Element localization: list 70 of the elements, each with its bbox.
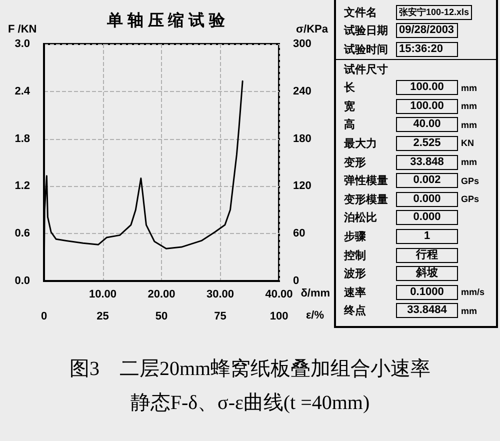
category-label: 控制 bbox=[344, 248, 367, 263]
y-tick-label: 0.0 bbox=[14, 275, 30, 287]
x-tick-label: 40.00 bbox=[265, 288, 293, 300]
x-tick-label: 30.00 bbox=[206, 288, 234, 300]
category-label: 步骤 bbox=[344, 230, 367, 244]
category-label: mm bbox=[461, 82, 478, 93]
category-label: mm bbox=[461, 157, 478, 168]
caption: 图3 二层20mm蜂窝纸板叠加组合小速率 bbox=[68, 357, 432, 382]
category-label: 试验时间 bbox=[344, 42, 389, 57]
y-tick-label: 0.6 bbox=[14, 228, 30, 240]
category-label: 变形模量 bbox=[344, 192, 389, 207]
category-label: 试验日期 bbox=[344, 24, 389, 38]
text: 0.000 bbox=[413, 192, 441, 205]
y-axis-title: F /KN bbox=[8, 24, 37, 36]
category-label: mm bbox=[461, 306, 478, 316]
category-label: 最大力 bbox=[344, 136, 378, 151]
y2-tick-label: 240 bbox=[293, 85, 312, 98]
text: 张安宁100-12.xls bbox=[399, 6, 470, 17]
text: 2.525 bbox=[413, 136, 441, 149]
text: 15:36:20 bbox=[399, 42, 444, 55]
category-label: GPs bbox=[461, 194, 480, 204]
category-label: 泊松比 bbox=[344, 210, 378, 226]
text: 33.8484 bbox=[407, 304, 447, 316]
x2-axis-title: ε/% bbox=[306, 310, 324, 322]
text: 斜坡 bbox=[416, 267, 438, 280]
y2-tick-label: 180 bbox=[293, 132, 312, 145]
category-label: 波形 bbox=[344, 266, 367, 282]
text: 0.000 bbox=[413, 211, 441, 224]
text: 100.00 bbox=[410, 81, 444, 94]
text: 09/28/2003 bbox=[399, 24, 454, 36]
category-label: 速率 bbox=[344, 286, 367, 300]
y2-tick-label: 300 bbox=[293, 38, 312, 50]
x2-tick-label: 25 bbox=[96, 310, 109, 322]
category-label: 长 bbox=[344, 80, 356, 96]
category-label: 文件名 bbox=[344, 6, 378, 20]
text: 行程 bbox=[416, 248, 438, 261]
x2-tick-label: 0 bbox=[40, 310, 48, 322]
y2-axis-title: σ/KPa bbox=[296, 24, 329, 36]
x2-tick-label: 50 bbox=[155, 310, 168, 322]
category-label: 弹性模量 bbox=[344, 174, 389, 188]
x-axis-title: δ/mm bbox=[300, 288, 330, 300]
category-label: 宽 bbox=[344, 100, 356, 114]
x-tick-label: 10.00 bbox=[88, 288, 117, 300]
y-tick-label: 1.8 bbox=[14, 132, 30, 145]
category-label: mm bbox=[461, 101, 478, 112]
x2-tick-label: 75 bbox=[214, 310, 226, 322]
x-tick-label: 20.00 bbox=[148, 288, 176, 300]
category-label: GPs bbox=[461, 176, 480, 186]
category-label: 试件尺寸 bbox=[344, 62, 389, 77]
text: 0.002 bbox=[413, 174, 441, 186]
text: 1 bbox=[424, 230, 430, 242]
category-label: mm/s bbox=[461, 287, 485, 298]
y2-tick-label: 120 bbox=[293, 180, 312, 192]
y-tick-label: 2.4 bbox=[14, 85, 31, 98]
x2-tick-label: 100 bbox=[270, 310, 288, 322]
category-label: 变形 bbox=[344, 156, 367, 170]
text: 100.00 bbox=[410, 100, 444, 112]
text: 40.00 bbox=[413, 118, 441, 130]
category-label: 高 bbox=[344, 118, 356, 132]
text: 0.1000 bbox=[410, 286, 444, 298]
category-label: KN bbox=[461, 138, 474, 148]
text: 静态F-δ、σ-ε曲线(t =40mm) bbox=[129, 391, 371, 416]
chart-title: 单 轴 压 缩 试 验 bbox=[106, 12, 226, 30]
category-label: mm bbox=[461, 120, 478, 130]
y2-tick-label: 0 bbox=[293, 275, 300, 287]
y-tick-label: 3.0 bbox=[14, 38, 30, 50]
category-label: 终点 bbox=[344, 304, 367, 318]
text: 33.848 bbox=[410, 156, 444, 168]
y-tick-label: 1.2 bbox=[14, 180, 30, 192]
y2-tick-label: 60 bbox=[293, 228, 306, 240]
